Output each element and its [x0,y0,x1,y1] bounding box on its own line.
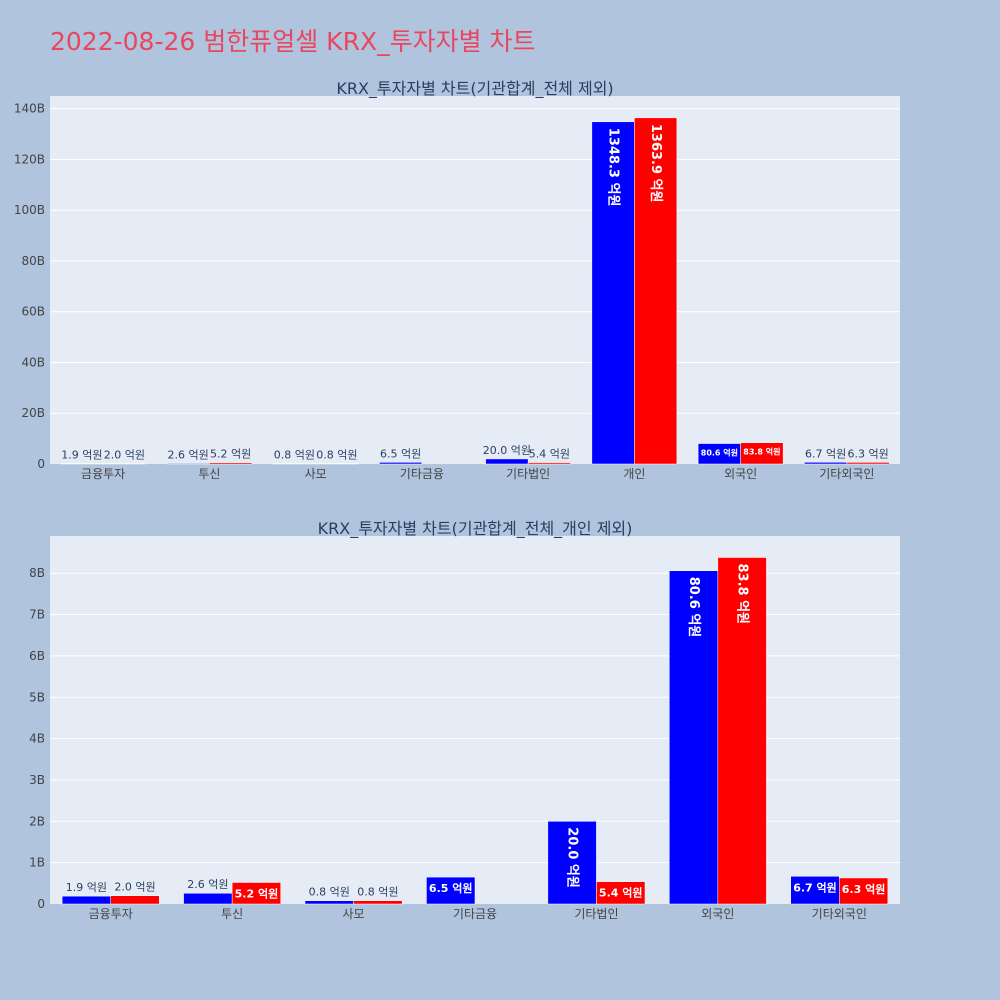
data-label: 0.8 억원 [309,886,350,899]
bar [231,882,281,905]
x-tick-label: 기타금융 [400,467,444,481]
y-tick-label: 120B [14,152,45,166]
bar [717,557,767,905]
y-tick-label: 100B [14,203,45,217]
bar [669,570,719,905]
data-label: 0.8 억원 [357,886,398,899]
data-label: 6.7 억원 [805,447,846,460]
x-tick-label: 금융투자 [89,907,133,921]
data-label: 1.9 억원 [66,881,107,894]
y-tick-label: 2B [29,814,45,828]
data-label: 5.2 억원 [210,448,251,461]
data-label: 6.5 억원 [429,881,473,895]
y-tick-label: 0 [37,897,45,911]
data-label: 6.5 억원 [380,447,421,460]
y-tick-label: 6B [29,649,45,663]
data-label: 83.8 억원 [735,564,750,625]
bar [846,462,890,465]
data-label: 20.0 억원 [565,827,580,888]
bar [110,895,160,905]
data-label: 80.6 억원 [701,448,738,458]
bar [315,463,359,465]
bar [591,121,635,465]
bar [527,462,571,465]
bar [790,876,840,905]
data-label: 1348.3 억원 [606,128,621,207]
data-label: 83.8 억원 [743,447,780,457]
data-label: 80.6 억원 [686,577,701,638]
y-tick-label: 80B [21,254,45,268]
data-label: 2.6 억원 [168,448,209,461]
bar [426,876,476,905]
y-tick-label: 3B [29,773,45,787]
bar [740,442,784,465]
data-label: 0.8 억원 [274,449,315,462]
y-tick-label: 40B [21,355,45,369]
data-label: 5.4 억원 [529,448,570,461]
bar [634,117,678,465]
data-label: 6.7 억원 [793,880,837,894]
chart-title: KRX_투자자별 차트(기관합계_전체_개인 제외) [318,519,633,539]
bar [485,458,529,465]
bar [166,463,210,465]
bar [839,877,889,905]
y-tick-label: 5B [29,690,45,704]
bar [596,881,646,905]
y-tick-label: 140B [14,102,45,116]
data-label: 20.0 억원 [483,444,531,457]
bar [272,463,316,465]
plot-area-1 [50,96,900,464]
data-label: 0.8 억원 [316,449,357,462]
y-tick-label: 0 [37,457,45,471]
plot-area-2 [50,536,900,904]
x-tick-label: 사모 [305,467,327,481]
y-tick-label: 4B [29,732,45,746]
x-tick-label: 기타법인 [574,907,618,921]
x-tick-label: 기타금융 [453,907,497,921]
bar [547,821,597,905]
y-tick-label: 20B [21,406,45,420]
bar [61,895,111,905]
bar [183,892,233,905]
x-tick-label: 기타법인 [506,467,550,481]
x-tick-label: 금융투자 [81,467,125,481]
bar [209,462,253,465]
y-tick-label: 1B [29,856,45,870]
x-tick-label: 사모 [343,907,365,921]
bar [304,900,354,905]
bar [379,462,423,465]
bar [60,463,104,465]
x-tick-label: 외국인 [701,907,734,921]
data-label: 1.9 억원 [61,449,102,462]
data-label: 2.6 억원 [187,878,228,891]
data-label: 2.0 억원 [114,881,155,894]
chart-title: KRX_투자자별 차트(기관합계_전체 제외) [336,79,613,99]
data-label: 5.4 억원 [599,886,643,900]
x-tick-label: 기타외국인 [812,907,867,921]
y-tick-label: 8B [29,566,45,580]
x-tick-label: 투신 [198,467,220,481]
data-label: 5.2 억원 [235,886,279,900]
data-label: 6.3 억원 [842,882,886,896]
bar [353,900,403,905]
x-tick-label: 외국인 [724,467,757,481]
data-label: 6.3 억원 [848,447,889,460]
bar [804,462,848,465]
x-tick-label: 투신 [221,907,243,921]
data-label: 2.0 억원 [104,448,145,461]
data-label: 1363.9 억원 [648,124,663,203]
x-tick-label: 개인 [623,467,645,481]
x-tick-label: 기타외국인 [819,467,874,481]
page-title: 2022-08-26 범한퓨얼셀 KRX_투자자별 차트 [50,27,536,56]
y-tick-label: 60B [21,305,45,319]
bar [102,463,146,465]
y-tick-label: 7B [29,608,45,622]
